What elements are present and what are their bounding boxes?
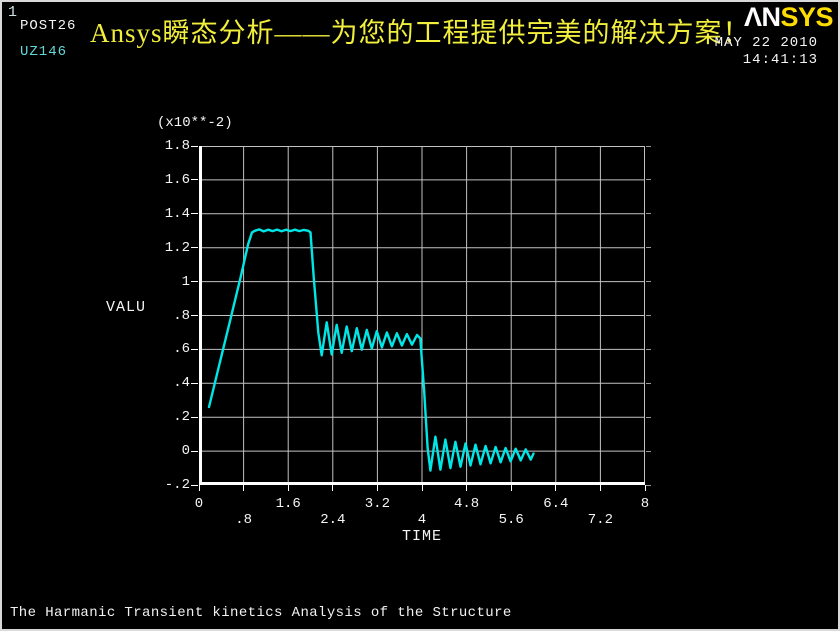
x-tick-mark	[243, 485, 245, 491]
x-tick-label: 1.6	[275, 496, 301, 512]
variable-label: UZ146	[20, 44, 68, 60]
x-axis-title: TIME	[401, 528, 442, 545]
x-tick-mark	[644, 485, 646, 491]
x-tick-mark	[332, 485, 334, 491]
y-tick-mark	[191, 213, 198, 215]
x-tick-mark	[510, 485, 512, 491]
y-tick-label: 0	[181, 443, 190, 460]
y-tick-mark-right	[646, 145, 651, 147]
y-tick-label: 1.6	[164, 171, 190, 188]
plot-area	[199, 146, 645, 485]
x-tick-label: 7.2	[587, 512, 613, 528]
y-tick-mark-right	[646, 179, 651, 181]
x-tick-mark	[198, 485, 200, 491]
y-tick-mark-right	[646, 382, 651, 384]
x-tick-mark	[376, 485, 378, 491]
y-tick-label: .2	[173, 409, 190, 426]
x-tick-mark	[421, 485, 423, 491]
time-history-plot	[199, 146, 645, 485]
y-tick-mark	[191, 382, 198, 384]
y-tick-label: .4	[173, 375, 190, 392]
x-tick-label: 0	[194, 496, 204, 512]
y-tick-mark	[191, 179, 198, 181]
x-tick-mark	[287, 485, 289, 491]
y-tick-label: 1.8	[164, 138, 190, 154]
x-tick-label: 3.2	[364, 496, 390, 512]
x-tick-mark	[599, 485, 601, 491]
ansys-logo: ΛNSYS	[743, 2, 834, 33]
routine-label: POST26	[20, 18, 77, 34]
x-tick-label: .8	[235, 512, 252, 528]
time-stamp: 14:41:13	[742, 52, 818, 68]
y-tick-mark-right	[646, 281, 651, 283]
y-tick-mark-right	[646, 247, 651, 249]
caption: The Harmanic Transient kinetics Analysis…	[10, 605, 512, 621]
x-tick-label: 5.6	[498, 512, 524, 528]
y-tick-mark	[191, 247, 198, 249]
y-tick-mark-right	[646, 416, 651, 418]
y-tick-mark	[191, 450, 198, 452]
x-tick-label: 4	[417, 512, 427, 528]
y-tick-mark	[191, 315, 198, 316]
y-tick-label: .8	[173, 307, 190, 324]
y-tick-label: .6	[173, 341, 190, 358]
y-axis-multiplier: (x10**-2)	[157, 115, 233, 131]
y-tick-mark-right	[646, 315, 651, 316]
y-tick-mark-right	[646, 484, 651, 486]
y-tick-label: -.2	[164, 477, 190, 493]
y-tick-mark-right	[646, 450, 651, 452]
date-stamp: MAY 22 2010	[714, 35, 818, 51]
y-tick-label: 1.4	[164, 205, 190, 222]
y-tick-mark	[191, 416, 198, 418]
y-tick-mark-right	[646, 213, 651, 215]
y-axis-title: VALU	[106, 299, 147, 316]
y-tick-mark	[191, 348, 198, 350]
y-tick-label: 1.2	[164, 239, 190, 256]
x-tick-label: 6.4	[543, 496, 569, 512]
x-tick-label: 8	[640, 496, 650, 512]
x-tick-label: 4.8	[453, 496, 480, 512]
y-tick-label: 1	[181, 273, 190, 290]
y-tick-mark	[191, 145, 198, 147]
x-tick-label: 2.4	[320, 512, 346, 528]
y-tick-mark-right	[646, 348, 651, 350]
ansys-logo-sys-icon: SYS	[780, 2, 833, 32]
y-tick-mark	[191, 484, 198, 486]
ansys-logo-an-icon: ΛN	[743, 2, 781, 32]
x-tick-mark	[466, 485, 468, 491]
y-tick-mark	[191, 281, 198, 283]
banner-title: Ansys瞬态分析——为您的工程提供完美的解决方案！	[90, 18, 751, 48]
window-number: 1	[8, 4, 18, 21]
x-tick-mark	[555, 485, 557, 491]
